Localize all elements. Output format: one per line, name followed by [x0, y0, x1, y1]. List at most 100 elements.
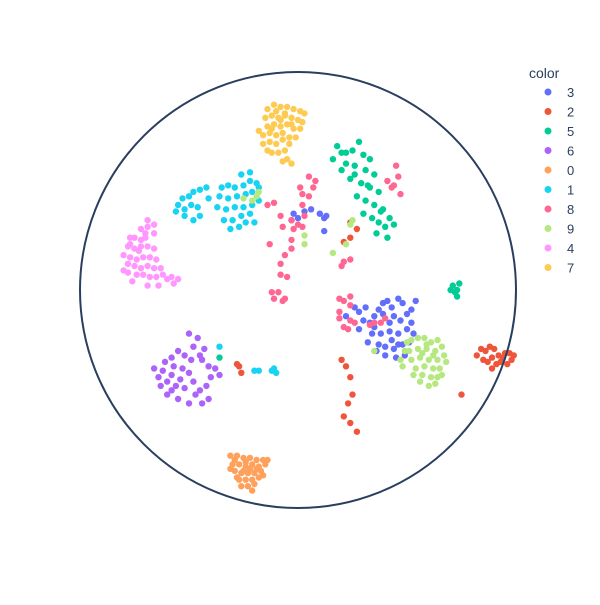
data-point-9-9[interactable] [329, 249, 337, 257]
data-point-8-21[interactable] [270, 295, 278, 302]
data-point-0-0[interactable] [227, 452, 234, 459]
data-point-0-27[interactable] [240, 467, 247, 475]
data-point-5-29[interactable] [364, 182, 371, 189]
data-point-3-34[interactable] [390, 345, 398, 353]
data-point-7-40[interactable] [264, 147, 271, 154]
data-point-7-2[interactable] [277, 103, 284, 111]
data-point-1-7[interactable] [188, 201, 195, 209]
data-point-4-32[interactable] [150, 230, 158, 237]
data-point-2-32[interactable] [233, 360, 241, 368]
data-point-5-25[interactable] [329, 156, 337, 163]
data-point-7-38[interactable] [277, 116, 284, 124]
data-point-2-33[interactable] [238, 369, 245, 376]
data-point-7-6[interactable] [301, 110, 308, 117]
legend-item-4[interactable]: 4 [544, 241, 575, 256]
data-point-5-37[interactable] [453, 293, 461, 300]
data-point-3-21[interactable] [395, 295, 402, 302]
data-point-4-17[interactable] [137, 265, 145, 272]
data-point-4-38[interactable] [170, 280, 177, 287]
data-point-0-7[interactable] [235, 461, 243, 468]
data-point-4-22[interactable] [133, 271, 140, 278]
data-point-0-18[interactable] [242, 476, 249, 483]
data-point-9-29[interactable] [436, 365, 443, 372]
data-point-1-14[interactable] [218, 184, 225, 191]
data-point-6-19[interactable] [190, 378, 197, 385]
data-point-0-22[interactable] [244, 483, 252, 490]
data-point-2-12[interactable] [488, 354, 496, 361]
data-point-6-1[interactable] [194, 334, 201, 342]
data-point-1-8[interactable] [194, 204, 201, 211]
data-point-8-47[interactable] [305, 193, 313, 200]
data-point-8-41[interactable] [392, 162, 400, 169]
data-point-5-6[interactable] [362, 166, 369, 174]
data-point-9-35[interactable] [443, 358, 450, 366]
data-point-1-9[interactable] [172, 208, 180, 215]
data-point-1-35[interactable] [246, 210, 254, 217]
data-point-5-11[interactable] [375, 188, 382, 196]
data-point-5-1[interactable] [349, 147, 356, 154]
data-point-9-5[interactable] [301, 232, 308, 239]
data-point-6-28[interactable] [155, 374, 162, 381]
data-point-8-19[interactable] [266, 241, 273, 248]
data-point-5-38[interactable] [216, 354, 223, 361]
data-point-6-25[interactable] [205, 363, 212, 370]
data-point-8-44[interactable] [397, 190, 404, 198]
data-point-2-21[interactable] [488, 365, 496, 372]
data-point-6-3[interactable] [201, 345, 208, 353]
data-point-8-17[interactable] [277, 212, 284, 220]
data-point-2-26[interactable] [349, 391, 356, 398]
data-point-4-3[interactable] [142, 234, 149, 241]
data-point-1-4[interactable] [203, 184, 210, 191]
data-point-4-39[interactable] [155, 282, 162, 289]
data-point-0-31[interactable] [259, 472, 267, 479]
data-point-7-28[interactable] [279, 136, 286, 143]
data-point-1-24[interactable] [249, 188, 256, 196]
data-point-3-42[interactable] [364, 339, 371, 346]
data-point-1-2[interactable] [190, 188, 197, 196]
data-point-5-34[interactable] [456, 280, 463, 287]
data-point-2-5[interactable] [482, 347, 489, 355]
data-point-9-7[interactable] [347, 221, 354, 228]
data-point-3-3[interactable] [316, 210, 323, 217]
data-point-5-36[interactable] [447, 286, 454, 294]
data-point-4-31[interactable] [144, 217, 151, 224]
data-point-1-13[interactable] [205, 195, 212, 202]
data-point-5-21[interactable] [390, 221, 398, 228]
data-point-9-36[interactable] [423, 341, 430, 348]
data-point-6-27[interactable] [150, 365, 158, 372]
data-point-3-26[interactable] [368, 330, 376, 337]
data-point-9-3[interactable] [240, 195, 247, 202]
data-point-6-20[interactable] [196, 387, 204, 394]
data-point-3-28[interactable] [386, 328, 393, 335]
data-point-9-42[interactable] [432, 380, 439, 387]
data-point-2-30[interactable] [353, 428, 361, 435]
data-point-6-2[interactable] [190, 343, 197, 350]
data-point-7-13[interactable] [299, 118, 306, 126]
data-point-1-20[interactable] [216, 193, 223, 200]
data-point-8-18[interactable] [279, 223, 286, 230]
data-point-0-4[interactable] [253, 456, 260, 464]
data-point-7-8[interactable] [268, 112, 275, 119]
data-point-6-8[interactable] [168, 354, 175, 361]
data-point-9-33[interactable] [401, 347, 408, 355]
data-point-7-16[interactable] [277, 123, 284, 130]
data-point-6-29[interactable] [157, 382, 164, 390]
data-point-4-15[interactable] [124, 260, 132, 267]
data-point-4-1[interactable] [131, 234, 138, 241]
data-point-4-35[interactable] [144, 282, 151, 289]
data-point-1-10[interactable] [181, 212, 188, 220]
data-point-8-20[interactable] [275, 289, 282, 296]
data-point-4-13[interactable] [146, 254, 153, 261]
data-point-8-50[interactable] [268, 289, 275, 296]
data-point-9-0[interactable] [249, 197, 256, 204]
data-point-8-10[interactable] [288, 245, 295, 252]
data-point-5-30[interactable] [377, 208, 384, 215]
data-point-4-41[interactable] [126, 241, 134, 248]
data-point-1-41[interactable] [246, 169, 254, 176]
data-point-7-1[interactable] [270, 101, 278, 108]
data-point-1-26[interactable] [214, 204, 221, 211]
data-point-9-30[interactable] [419, 371, 426, 379]
data-point-7-26[interactable] [266, 138, 273, 145]
data-point-5-24[interactable] [338, 166, 345, 174]
data-point-8-11[interactable] [281, 251, 289, 259]
